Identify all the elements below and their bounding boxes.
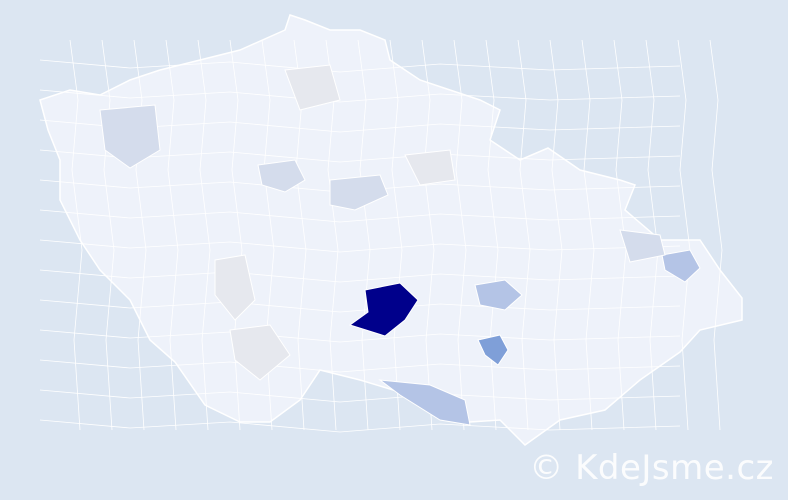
country-outline [39, 14, 743, 446]
district-region-medium [474, 279, 523, 311]
watermark: © KdeJsme.cz [529, 448, 774, 488]
district-region-low [257, 159, 306, 193]
district-region-neutral [229, 324, 291, 381]
district-region-neutral [284, 64, 341, 111]
district-region-low [329, 174, 389, 211]
district-region-neutral [404, 149, 456, 186]
district-region-medium [661, 249, 701, 283]
district-region-high [477, 334, 509, 366]
district-region-highest [348, 282, 419, 337]
district-region-medium [378, 379, 471, 426]
district-region-low [619, 229, 666, 263]
district-region-low [99, 104, 161, 169]
district-region-neutral [214, 254, 256, 321]
